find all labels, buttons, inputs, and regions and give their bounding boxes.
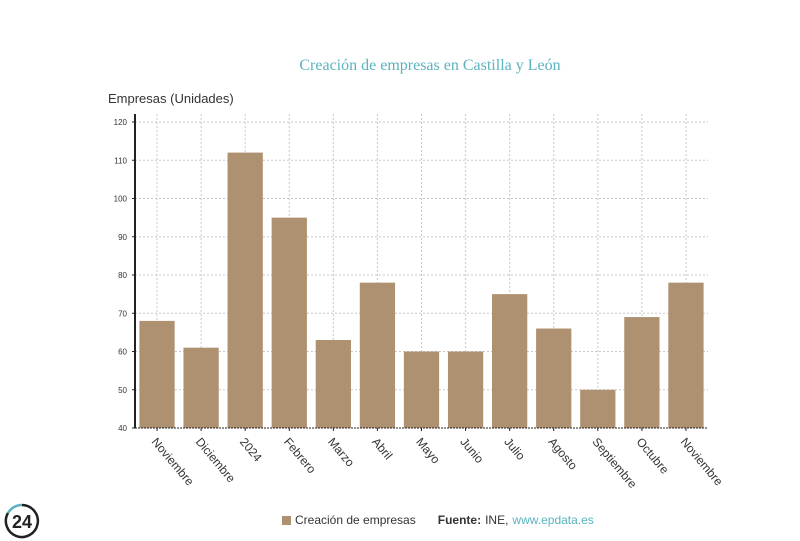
- x-tick-label: Marzo: [325, 435, 357, 470]
- x-tick-label: Septiembre: [590, 435, 640, 491]
- x-tick-label: 2024: [237, 435, 265, 465]
- y-tick-label: 80: [118, 271, 127, 280]
- chart-title: Creación de empresas en Castilla y León: [299, 57, 560, 74]
- bar-octubre[interactable]: [624, 317, 660, 428]
- bar-2024[interactable]: [227, 152, 263, 428]
- y-tick-label: 120: [114, 118, 128, 127]
- x-tick-label: Noviembre: [678, 435, 726, 489]
- x-tick-label: Junio: [457, 435, 486, 466]
- y-tick-label: 90: [118, 233, 127, 242]
- bar-septiembre[interactable]: [580, 389, 616, 428]
- bar-mayo[interactable]: [403, 351, 440, 429]
- source-link[interactable]: www.epdata.es: [512, 513, 594, 527]
- axes: [132, 114, 708, 431]
- bar-noviembre[interactable]: [668, 282, 704, 428]
- logo-24-icon: 24: [4, 503, 40, 539]
- x-tick-label: Febrero: [281, 435, 319, 476]
- bar-abril[interactable]: [359, 282, 396, 428]
- bars: [139, 152, 704, 429]
- legend: Creación de empresas Fuente: INE, www.ep…: [282, 513, 594, 527]
- y-ticks: 40 50 60 70 80 90 100 110 120: [114, 118, 128, 433]
- bar-febrero[interactable]: [271, 217, 307, 428]
- y-tick-label: 70: [118, 309, 127, 318]
- source-label: Fuente:: [437, 513, 482, 527]
- x-tick-label: Julio: [501, 435, 528, 463]
- x-tick-label: Noviembre: [149, 435, 197, 489]
- source-text: INE,: [485, 513, 509, 527]
- bar-agosto[interactable]: [536, 328, 572, 428]
- bar-diciembre[interactable]: [183, 347, 219, 428]
- logo-text: 24: [12, 512, 32, 532]
- y-tick-label: 60: [118, 348, 127, 357]
- bar-junio[interactable]: [447, 351, 484, 429]
- y-tick-label: 50: [118, 386, 127, 395]
- x-tick-label: Abril: [369, 435, 395, 462]
- legend-swatch: [282, 515, 291, 525]
- y-tick-label: 110: [114, 156, 127, 165]
- x-tick-label: Agosto: [545, 435, 580, 473]
- x-tick-label: Octubre: [634, 435, 672, 477]
- y-axis-label: Empresas (Unidades): [108, 91, 234, 106]
- y-tick-label: 40: [118, 424, 127, 433]
- y-tick-label: 100: [114, 195, 128, 204]
- bar-julio[interactable]: [492, 294, 528, 428]
- x-tick-label: Mayo: [413, 435, 443, 467]
- bar-noviembre[interactable]: [139, 320, 175, 428]
- x-tick-label: Diciembre: [193, 435, 239, 486]
- legend-series-label: Creación de empresas: [295, 513, 416, 527]
- bar-marzo[interactable]: [315, 340, 351, 428]
